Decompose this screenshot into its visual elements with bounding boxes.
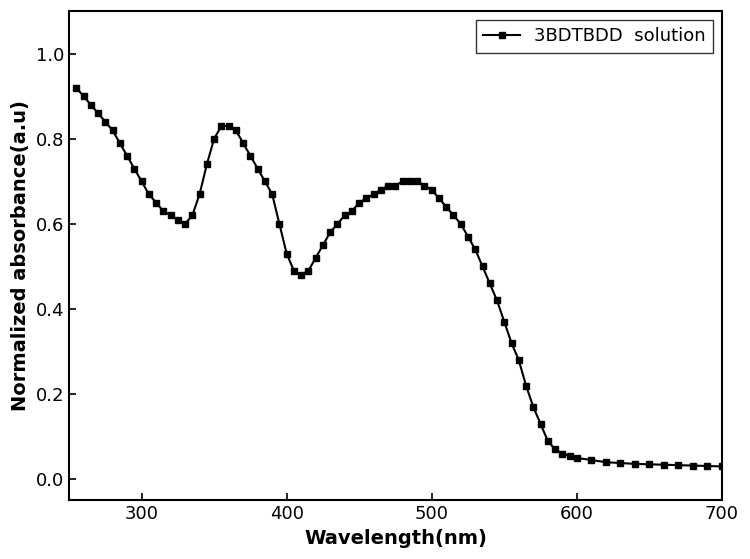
Y-axis label: Normalized absorbance(a.u): Normalized absorbance(a.u) [11,101,30,411]
3BDTBDD  solution [72,84,81,91]
3BDTBDD  solution [420,182,429,189]
Legend: 3BDTBDD  solution: 3BDTBDD solution [476,20,712,53]
X-axis label: Wavelength(nm): Wavelength(nm) [304,529,487,548]
3BDTBDD  solution [442,203,451,210]
3BDTBDD  solution [718,463,727,470]
3BDTBDD  solution [326,229,334,236]
3BDTBDD  solution [586,457,596,463]
3BDTBDD  solution [464,233,472,240]
3BDTBDD  solution [413,178,422,184]
Line: 3BDTBDD  solution: 3BDTBDD solution [74,85,724,469]
